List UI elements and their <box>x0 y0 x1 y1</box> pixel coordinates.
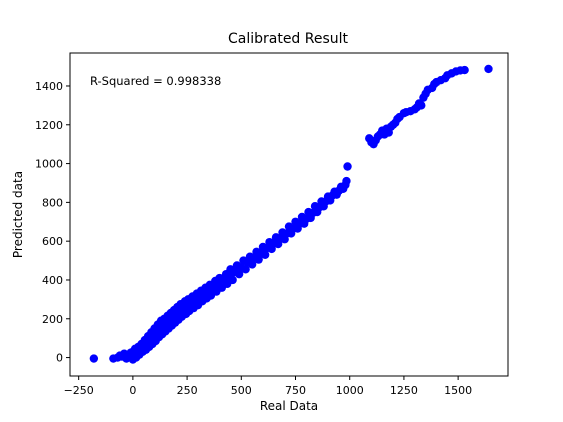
data-point <box>234 269 244 279</box>
chart-title: Calibrated Result <box>228 31 349 47</box>
data-point <box>247 260 257 269</box>
data-point <box>484 64 493 74</box>
plot-area <box>69 52 509 377</box>
x-axis: −250 0 250 500 750 1000 1250 1500 <box>64 376 472 397</box>
data-points <box>89 64 493 364</box>
y-tick-label: 1200 <box>35 119 63 132</box>
x-tick-label: 750 <box>285 384 306 397</box>
y-tick-label: 800 <box>42 196 63 209</box>
y-tick-label: 600 <box>42 235 63 248</box>
data-point <box>417 101 426 110</box>
x-tick-label: 1500 <box>444 384 472 397</box>
x-tick-label: −250 <box>64 384 94 397</box>
data-point <box>342 176 351 186</box>
data-point <box>241 265 250 274</box>
plot-border-top <box>69 52 509 377</box>
data-point <box>260 250 270 259</box>
y-axis: 0 200 400 600 800 1000 1200 1400 <box>35 80 70 365</box>
y-tick-label: 400 <box>42 274 63 287</box>
y-tick-label: 200 <box>42 313 63 326</box>
plot-frame <box>69 52 509 377</box>
y-tick-label: 1000 <box>35 158 63 171</box>
data-point <box>343 162 352 171</box>
x-tick-label: 1000 <box>336 384 364 397</box>
x-tick-label: 0 <box>129 384 136 397</box>
r-squared-annotation: R-Squared = 0.998338 <box>90 74 221 88</box>
y-axis-label: Predicted data <box>11 171 25 258</box>
data-point <box>228 275 237 285</box>
x-axis-label: Real Data <box>260 399 318 413</box>
y-tick-label: 1400 <box>35 80 63 93</box>
x-tick-label: 250 <box>177 384 198 397</box>
data-point <box>254 255 263 264</box>
y-tick-label: 0 <box>56 352 63 365</box>
x-tick-label: 1250 <box>390 384 418 397</box>
data-point <box>89 354 99 363</box>
data-point <box>460 65 469 75</box>
x-tick-label: 500 <box>231 384 252 397</box>
